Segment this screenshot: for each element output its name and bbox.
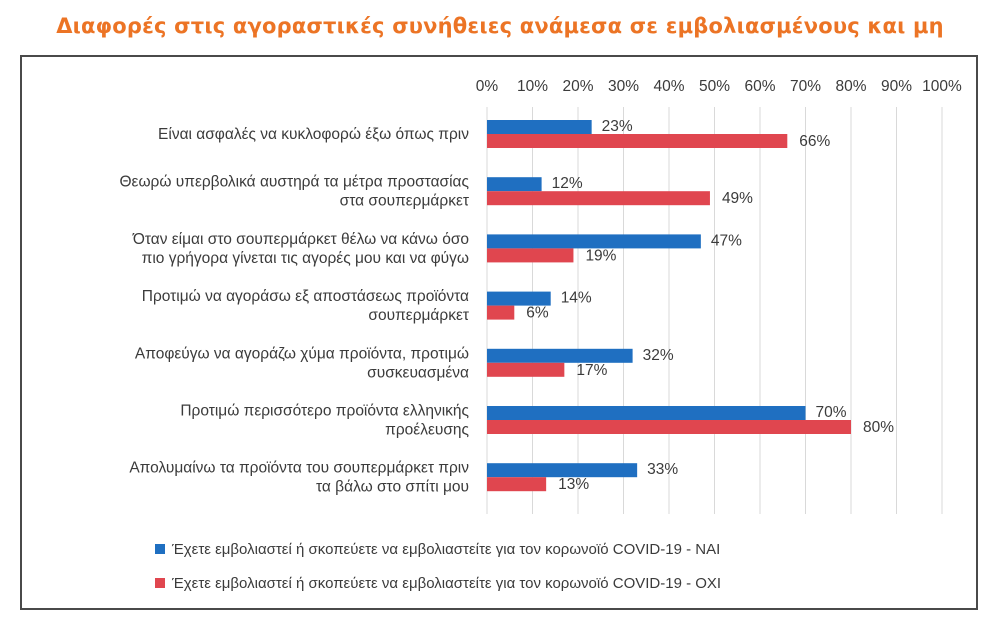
bar-no [487, 420, 851, 434]
bar-yes [487, 120, 592, 134]
category-label: προέλευσης [385, 422, 469, 439]
bar-yes [487, 234, 701, 249]
data-label-yes: 33% [647, 461, 678, 478]
data-label-yes: 12% [552, 175, 583, 192]
x-tick-label: 80% [835, 78, 866, 95]
data-label-yes: 47% [711, 232, 742, 249]
bar-no [487, 191, 710, 206]
category-label: τα βάλω στο σπίτι μου [316, 479, 469, 496]
category-label: Αποφεύγω να αγοράζω χύμα προϊόντα, προτι… [135, 345, 469, 362]
category-label: σουπερμάρκετ [368, 307, 469, 324]
data-label-no: 80% [863, 419, 894, 436]
data-label-yes: 32% [643, 347, 674, 364]
legend-label: Έχετε εμβολιαστεί ή σκοπεύετε να εμβολια… [171, 541, 720, 558]
category-label: Απολυμαίνω τα προϊόντα του σουπερμάρκετ … [129, 460, 469, 477]
category-label: Προτιμώ να αγοράσω εξ αποστάσεως προϊόντ… [142, 288, 469, 305]
category-label: στα σουπερμάρκετ [340, 193, 469, 210]
legend-swatch [155, 544, 165, 554]
bar-chart: 0% 10% 20% 30% 40% 50% 60% 70% 80% 90% 100% Είναι α… [119, 78, 962, 592]
category-label: συσκευασμένα [367, 364, 469, 381]
x-tick-label: 30% [608, 78, 639, 95]
bar-yes [487, 291, 551, 306]
x-tick-label: 90% [881, 78, 912, 95]
bar-yes [487, 348, 633, 363]
bar-no [487, 248, 574, 263]
x-tick-label: 0% [476, 78, 499, 95]
category-label: Προτιμώ περισσότερο προϊόντα ελληνικής [180, 403, 469, 420]
x-tick-label: 60% [744, 78, 775, 95]
x-tick-label: 20% [562, 78, 593, 95]
chart-title: Διαφορές στις αγοραστικές συνήθειες ανάμ… [56, 14, 944, 38]
bar-no [487, 362, 565, 377]
category-label: Όταν είμαι στο σουπερμάρκετ θέλω να κάνω… [132, 231, 469, 248]
data-label-no: 6% [526, 305, 549, 322]
bar-yes [487, 463, 638, 478]
legend-label: Έχετε εμβολιαστεί ή σκοπεύετε να εμβολια… [171, 575, 721, 592]
data-label-yes: 23% [602, 118, 633, 135]
category-label: πιο γρήγορα γίνεται τις αγορές μου και ν… [142, 250, 469, 267]
data-label-yes: 70% [816, 404, 847, 421]
category-label: Είναι ασφαλές να κυκλοφορώ έξω όπως πριν [158, 126, 469, 143]
bar-no [487, 305, 515, 320]
x-tick-label: 70% [790, 78, 821, 95]
x-tick-label: 100% [922, 78, 962, 95]
chart-panel: 0% 10% 20% 30% 40% 50% 60% 70% 80% 90% 100% Είναι α… [20, 55, 978, 610]
data-label-no: 19% [585, 247, 616, 264]
data-label-yes: 14% [561, 290, 592, 307]
legend-swatch [155, 578, 165, 588]
data-label-no: 17% [576, 362, 607, 379]
x-tick-label: 50% [699, 78, 730, 95]
x-tick-label: 10% [517, 78, 548, 95]
bar-no [487, 134, 788, 148]
data-label-no: 49% [722, 190, 753, 207]
data-label-no: 66% [799, 133, 830, 150]
category-label: Θεωρώ υπερβολικά αυστηρά τα μέτρα προστα… [119, 174, 469, 191]
x-tick-label: 40% [653, 78, 684, 95]
bar-yes [487, 406, 806, 420]
data-label-no: 13% [558, 476, 589, 493]
bar-no [487, 477, 547, 492]
bar-yes [487, 177, 542, 192]
